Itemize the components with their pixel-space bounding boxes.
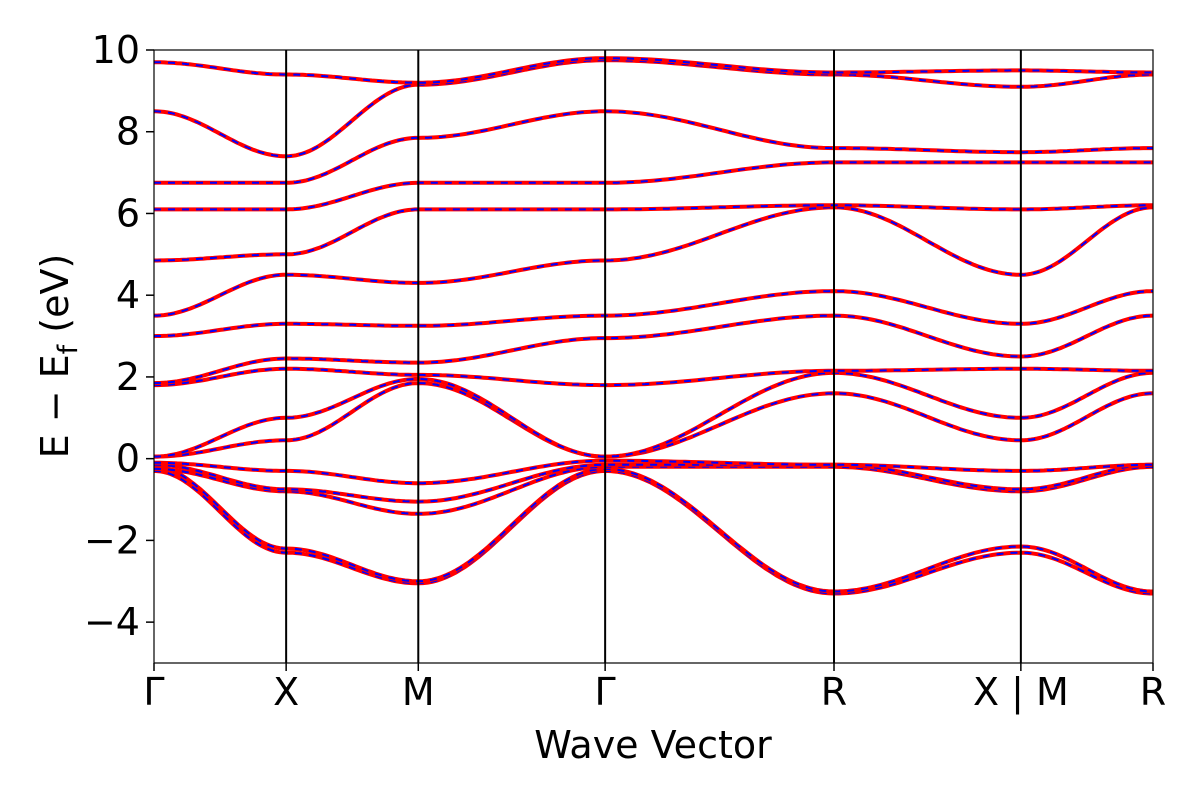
x-tick-label: X | M xyxy=(973,670,1069,715)
kpoint-lines xyxy=(285,50,1022,663)
y-axis-title-subscript: f xyxy=(53,343,84,354)
y-tick-label: 8 xyxy=(116,110,140,154)
y-axis-title: E − Ef (eV) xyxy=(33,254,84,459)
y-tick-label: −4 xyxy=(84,600,140,644)
y-tick-label: −2 xyxy=(84,518,140,562)
y-axis-title-space xyxy=(33,333,77,345)
plot-frame xyxy=(153,49,1154,664)
x-tick-label: X xyxy=(273,670,299,714)
x-axis-title: Wave Vector xyxy=(534,723,772,767)
x-tick-label: Γ xyxy=(143,670,164,714)
x-tick-label: R xyxy=(1140,670,1166,714)
y-tick-label: 4 xyxy=(116,273,140,317)
y-axis-title-unit: (eV) xyxy=(33,254,77,333)
x-tick-label: Γ xyxy=(595,670,616,714)
x-tick-label: M xyxy=(402,670,435,714)
x-axis-ticks: Γ X M Γ R X | M R xyxy=(143,663,1166,715)
y-tick-label: 2 xyxy=(116,355,140,399)
y-tick-label: 0 xyxy=(116,437,140,481)
y-axis-ticks: −4 −2 0 2 4 6 8 10 xyxy=(84,28,154,644)
y-axis-title-main: E − E xyxy=(33,354,77,458)
x-tick-label: R xyxy=(821,670,847,714)
y-tick-label: 6 xyxy=(116,191,140,235)
y-tick-label: 10 xyxy=(92,28,140,72)
